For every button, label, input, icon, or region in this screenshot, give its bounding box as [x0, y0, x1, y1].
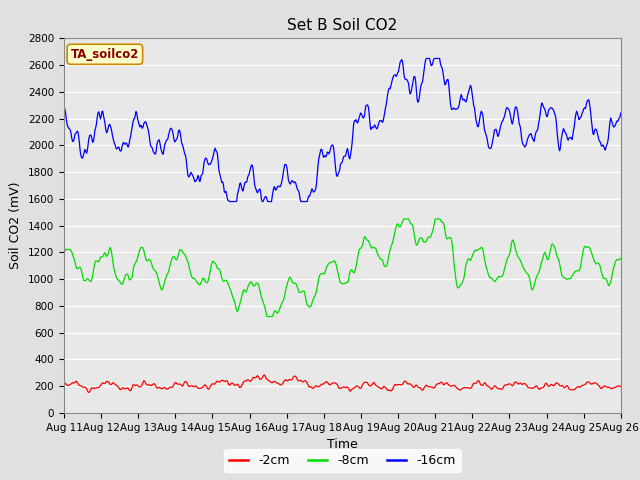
-16cm — [127, 129, 135, 134]
-8cm — [400, 216, 408, 222]
-2cm — [128, 384, 136, 390]
-2cm — [214, 379, 222, 384]
-16cm — [60, 105, 68, 111]
-8cm — [70, 256, 78, 262]
-16cm — [226, 199, 234, 204]
-8cm — [617, 255, 625, 261]
Legend: -2cm, -8cm, -16cm: -2cm, -8cm, -16cm — [224, 449, 461, 472]
Line: -2cm: -2cm — [64, 375, 621, 392]
-16cm — [184, 172, 192, 178]
-2cm — [70, 380, 78, 386]
Line: -8cm: -8cm — [64, 219, 621, 316]
-8cm — [412, 240, 419, 245]
-16cm — [428, 62, 436, 68]
-8cm — [264, 313, 271, 319]
-16cm — [617, 110, 625, 116]
-16cm — [70, 136, 78, 142]
X-axis label: Time: Time — [327, 438, 358, 451]
-16cm — [411, 74, 419, 80]
Y-axis label: Soil CO2 (mV): Soil CO2 (mV) — [10, 182, 22, 269]
-2cm — [412, 383, 419, 388]
-16cm — [422, 56, 430, 61]
Line: -16cm: -16cm — [64, 59, 621, 202]
-16cm — [214, 151, 221, 156]
-2cm — [85, 389, 93, 395]
-8cm — [60, 251, 68, 256]
-8cm — [184, 259, 192, 264]
-8cm — [127, 276, 135, 282]
-8cm — [214, 265, 221, 271]
-2cm — [60, 381, 68, 386]
Title: Set B Soil CO2: Set B Soil CO2 — [287, 18, 397, 33]
Text: TA_soilco2: TA_soilco2 — [70, 48, 139, 61]
-2cm — [617, 384, 625, 390]
-2cm — [428, 384, 436, 390]
-2cm — [185, 384, 193, 389]
-2cm — [260, 372, 268, 378]
-8cm — [428, 231, 436, 237]
